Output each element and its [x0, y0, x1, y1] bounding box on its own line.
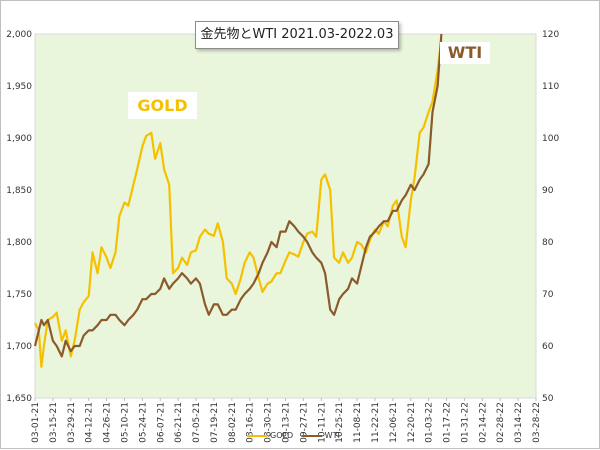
- legend-item-gold: GOLD: [247, 431, 293, 440]
- left-axis-tick-label: 1,800: [6, 238, 32, 248]
- x-axis-tick-label: 11-08-21: [353, 402, 363, 443]
- x-axis-tick-label: 03-14-22: [514, 402, 524, 443]
- x-axis-tick-label: 03-28-22: [532, 402, 542, 443]
- x-axis-tick-label: 05-24-21: [138, 402, 148, 443]
- legend-wti-label: WTI: [324, 431, 340, 440]
- left-axis-tick-label: 1,950: [6, 82, 32, 92]
- legend-gold-label: GOLD: [270, 431, 294, 440]
- x-axis-tick-label: 08-30-21: [264, 402, 274, 443]
- left-axis-tick-label: 1,650: [6, 394, 32, 404]
- left-axis-tick-label: 1,850: [6, 186, 32, 196]
- x-axis-tick-label: 01-31-22: [460, 402, 470, 443]
- x-axis-tick-label: 08-16-21: [246, 402, 256, 443]
- x-axis-tick-label: 12-20-21: [407, 402, 417, 443]
- wti-series-line: [33, 33, 443, 358]
- x-axis-tick-label: 06-07-21: [156, 402, 166, 443]
- wti-annotation: WTI: [440, 42, 490, 64]
- x-axis-tick-label: 10-11-21: [317, 402, 327, 443]
- x-axis-tick-label: 07-05-21: [192, 402, 202, 443]
- x-axis-tick-label: 04-12-21: [85, 402, 95, 443]
- legend-wti-swatch: [301, 434, 322, 437]
- gold-series-line: [34, 39, 443, 368]
- x-axis-tick-label: 06-21-21: [174, 402, 184, 443]
- left-axis-tick-label: 1,700: [6, 342, 32, 352]
- legend-item-wti: WTI: [301, 431, 340, 440]
- x-axis-tick-label: 02-14-22: [478, 402, 488, 443]
- left-axis-tick-label: 1,750: [6, 290, 32, 300]
- x-axis-tick-label: 02-28-22: [496, 402, 506, 443]
- x-axis-tick-label: 07-19-21: [210, 402, 220, 443]
- x-axis-tick-label: 12-06-21: [389, 402, 399, 443]
- right-axis-tick-label: 80: [542, 238, 554, 248]
- x-axis-tick-label: 01-03-22: [425, 402, 435, 443]
- x-axis-tick-label: 05-10-21: [120, 402, 130, 443]
- right-axis-tick-label: 60: [542, 342, 554, 352]
- x-axis-tick-label: 09-13-21: [282, 402, 292, 443]
- x-axis-tick-label: 04-26-21: [103, 402, 113, 443]
- legend: GOLD WTI: [247, 431, 346, 440]
- right-axis-tick-label: 50: [542, 394, 554, 404]
- left-axis-tick-label: 1,900: [6, 134, 32, 144]
- x-axis-tick-label: 01-17-22: [443, 402, 453, 443]
- x-axis-tick-label: 03-15-21: [49, 402, 59, 443]
- x-axis-tick-label: 08-02-21: [228, 402, 238, 443]
- x-axis-tick-label: 11-22-21: [371, 402, 381, 443]
- x-axis-tick-label: 03-01-21: [31, 402, 41, 443]
- chart-title: 金先物とWTI 2021.03-2022.03: [195, 21, 399, 49]
- right-axis-tick-label: 110: [542, 82, 559, 92]
- gold-annotation: GOLD: [128, 92, 197, 119]
- x-axis-tick-label: 03-29-21: [67, 402, 77, 443]
- left-axis-tick-label: 2,000: [6, 30, 32, 40]
- x-axis-tick-label: 10-25-21: [335, 402, 345, 443]
- right-axis-tick-label: 90: [542, 186, 554, 196]
- right-axis-tick-label: 70: [542, 290, 554, 300]
- right-axis-tick-label: 120: [542, 30, 559, 40]
- legend-gold-swatch: [247, 434, 267, 437]
- x-axis-tick-label: 09-27-21: [299, 402, 309, 443]
- plot-border: [34, 33, 537, 399]
- right-axis-tick-label: 100: [542, 134, 559, 144]
